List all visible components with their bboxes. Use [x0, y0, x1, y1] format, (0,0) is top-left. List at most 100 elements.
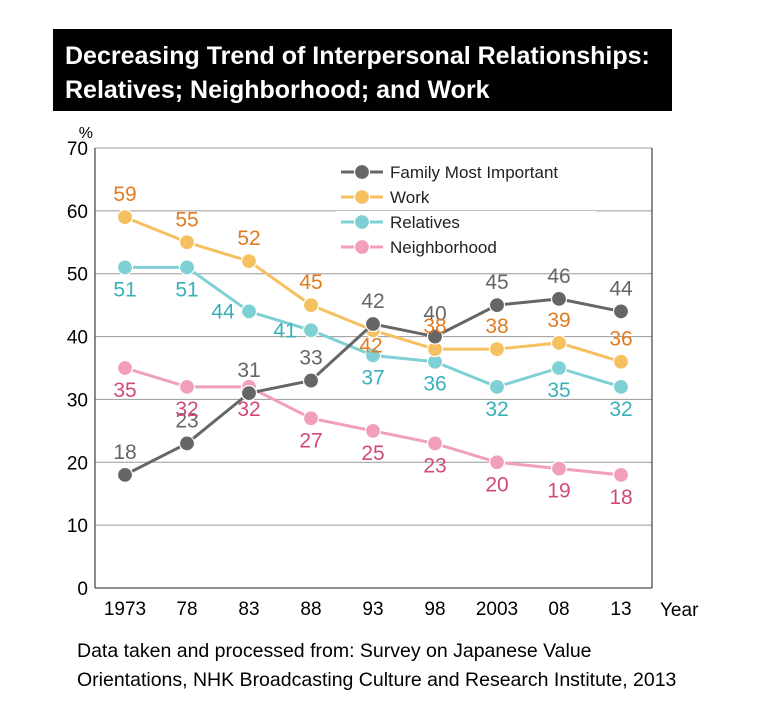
legend-background	[336, 161, 596, 183]
data-point	[550, 290, 568, 307]
x-tick-label: 2003	[476, 599, 518, 620]
data-point	[240, 253, 258, 270]
data-point	[612, 466, 630, 483]
data-label: 27	[299, 429, 322, 452]
data-label: 33	[299, 347, 322, 370]
x-tick-label: 08	[548, 599, 569, 620]
chart-title-line-2: Relatives; Neighborhood; and Work	[65, 76, 490, 104]
data-point	[488, 454, 506, 471]
x-tick-label: 88	[300, 599, 321, 620]
legend-background	[336, 211, 596, 233]
y-tick-label: 20	[67, 453, 88, 474]
data-label: 32	[485, 398, 508, 421]
data-point	[550, 334, 568, 351]
y-tick-label: 70	[67, 139, 88, 160]
data-label: 42	[359, 334, 382, 357]
data-label: 51	[175, 278, 198, 301]
data-label: 23	[423, 454, 446, 477]
data-point	[178, 435, 196, 452]
legend-label: Relatives	[390, 213, 460, 232]
data-point	[302, 410, 320, 427]
legend-background	[336, 236, 596, 258]
data-point	[612, 378, 630, 395]
legend-label: Work	[390, 188, 430, 207]
data-point	[240, 385, 258, 402]
x-tick-label: 78	[176, 599, 197, 620]
source-line-2: Orientations, NHK Broadcasting Culture a…	[77, 669, 677, 691]
data-label: 55	[175, 208, 198, 231]
data-label: 32	[609, 398, 632, 421]
x-tick-label: 83	[238, 599, 259, 620]
legend-label: Neighborhood	[390, 238, 497, 257]
y-axis-label: %	[79, 125, 93, 142]
data-point	[178, 234, 196, 251]
y-tick-label: 50	[67, 265, 88, 286]
y-tick-label: 10	[67, 516, 88, 537]
data-label: 25	[361, 442, 384, 465]
data-label: 36	[609, 328, 632, 351]
data-label: 38	[485, 315, 508, 338]
data-point	[364, 347, 382, 364]
data-label: 36	[423, 373, 446, 396]
data-label: 39	[547, 309, 570, 332]
data-label: 40	[423, 303, 446, 326]
data-label: 20	[485, 473, 508, 496]
x-tick-label: 98	[424, 599, 445, 620]
legend-marker	[353, 213, 371, 231]
data-label: 18	[609, 486, 632, 509]
data-label: 59	[113, 183, 136, 206]
data-point	[364, 315, 382, 333]
y-tick-label: 30	[67, 390, 88, 411]
data-point	[302, 297, 320, 314]
data-point	[488, 297, 506, 314]
data-point	[426, 328, 444, 345]
source-note: Data taken and processed from: Survey on…	[77, 637, 676, 695]
data-point	[426, 435, 444, 452]
data-label: 45	[299, 271, 322, 294]
data-point	[116, 466, 134, 483]
x-tick-label: 93	[362, 599, 383, 620]
data-label: 41	[273, 319, 296, 342]
source-line-1: Data taken and processed from: Survey on…	[77, 640, 592, 662]
data-label: 23	[175, 409, 198, 432]
data-label: 52	[237, 227, 260, 250]
legend-marker	[353, 163, 371, 181]
data-point	[116, 209, 134, 226]
y-tick-label: 60	[67, 202, 88, 223]
legend-background	[336, 186, 596, 208]
data-point	[612, 353, 630, 370]
data-label: 32	[237, 398, 260, 421]
y-tick-label: 0	[77, 579, 88, 600]
legend-label: Family Most Important	[390, 163, 558, 182]
data-point	[488, 378, 506, 395]
data-point	[302, 322, 320, 339]
data-point	[612, 303, 630, 320]
data-point	[550, 460, 568, 477]
data-label: 32	[175, 398, 198, 421]
data-point	[550, 359, 568, 377]
data-label: 38	[423, 315, 446, 338]
data-label: 35	[547, 379, 570, 402]
data-label: 51	[113, 278, 136, 301]
data-label: 19	[547, 480, 570, 503]
legend-marker	[353, 238, 371, 256]
data-label: 44	[609, 277, 633, 300]
data-label: 18	[113, 441, 136, 464]
data-label: 37	[361, 366, 384, 389]
data-point	[178, 378, 196, 395]
data-point	[302, 372, 320, 389]
data-label: 31	[237, 359, 260, 382]
legend-marker	[353, 188, 371, 206]
data-point	[178, 259, 196, 276]
x-axis-label: Year	[660, 600, 699, 621]
x-tick-label: 1973	[104, 599, 146, 620]
data-label: 42	[361, 290, 384, 313]
chart-title-line-1: Decreasing Trend of Interpersonal Relati…	[65, 42, 650, 70]
data-point	[116, 259, 134, 276]
data-label: 44	[211, 300, 235, 323]
data-label: 35	[113, 379, 136, 402]
y-tick-label: 40	[67, 328, 88, 349]
data-label: 46	[547, 265, 570, 288]
data-label: 45	[485, 271, 508, 294]
